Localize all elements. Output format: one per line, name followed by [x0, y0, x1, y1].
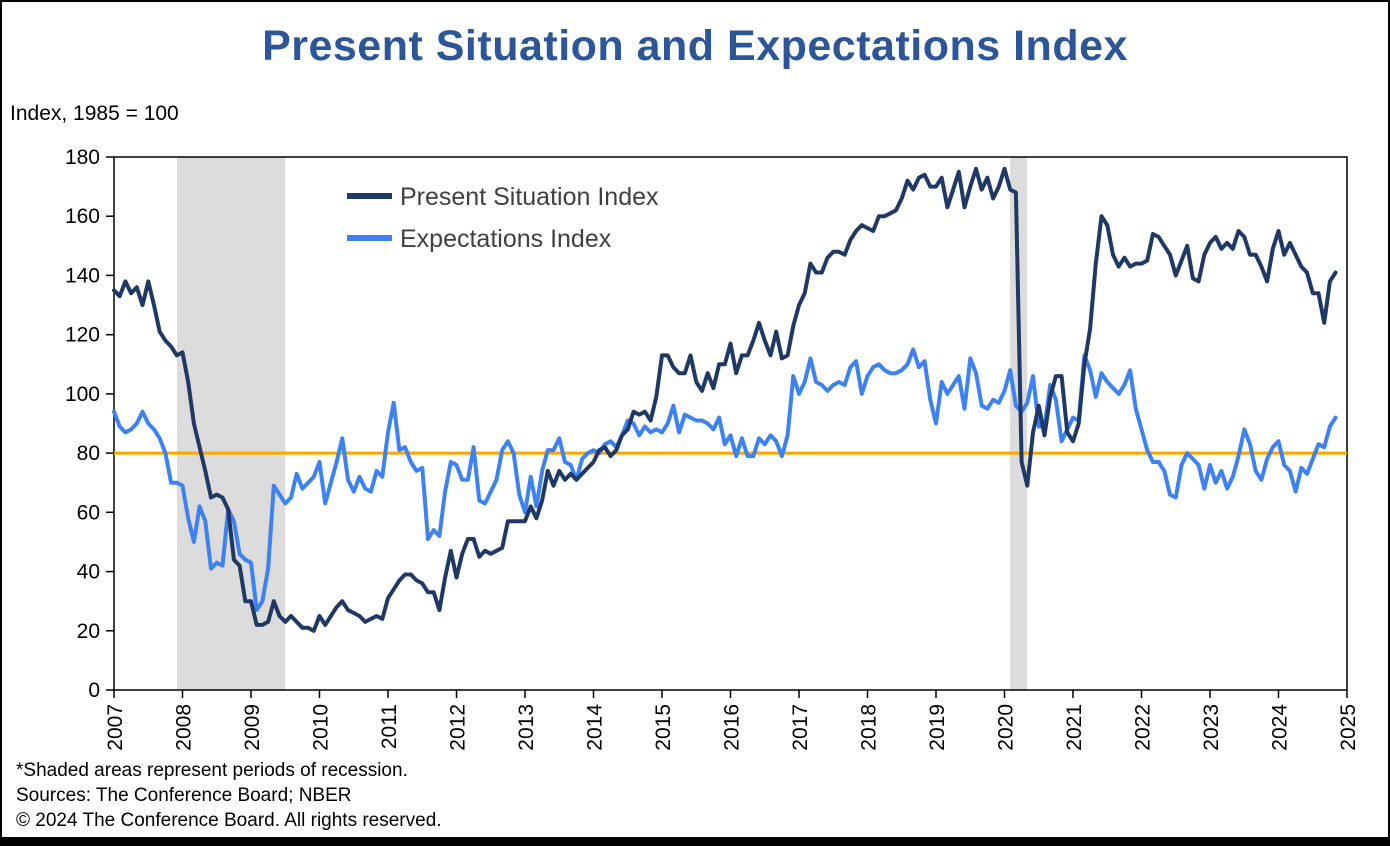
x-axis-tick-label: 2013 [515, 704, 538, 751]
x-axis-tick-label: 2011 [378, 704, 401, 749]
chart-title: Present Situation and Expectations Index [262, 22, 1128, 70]
x-axis-tick-label: 2020 [995, 704, 1018, 751]
x-axis-tick-label: 2010 [310, 704, 333, 751]
y-axis-tick-label: 120 [65, 324, 100, 347]
x-axis-tick-label: 2009 [241, 704, 264, 751]
y-axis-tick-label: 20 [77, 620, 100, 643]
x-axis-tick-label: 2017 [789, 704, 812, 751]
recession-band [1010, 157, 1028, 690]
y-axis-tick-label: 80 [77, 442, 100, 465]
x-axis-tick-label: 2014 [584, 704, 607, 751]
y-axis-tick-label: 180 [65, 146, 100, 169]
series-line-present-situation [112, 166, 1338, 633]
x-axis-tick-label: 2007 [104, 704, 127, 751]
series-line-expectations [112, 347, 1338, 613]
x-axis-tick-label: 2025 [1337, 704, 1360, 751]
y-axis-tick-label: 40 [77, 561, 100, 584]
axis-units-note: Index, 1985 = 100 [10, 102, 179, 125]
y-axis-tick-label: 160 [65, 205, 100, 228]
y-axis-tick-label: 60 [77, 501, 100, 524]
x-axis-tick-label: 2022 [1132, 704, 1155, 751]
x-axis-tick-label: 2012 [447, 704, 470, 751]
confidence-line-chart: 0 20 40 60 80 100 120 140 160 180 2007 2008 2009 2010… [65, 146, 1360, 751]
plot-layer: 0 20 40 60 80 100 120 140 160 180 2007 2008 2009 2010… [65, 146, 1360, 751]
footnote-sources: Sources: The Conference Board; NBER [16, 785, 352, 806]
y-axis-tick-label: 0 [88, 679, 100, 702]
y-axis-tick-label: 140 [65, 264, 100, 287]
x-axis-tick-label: 2015 [652, 704, 675, 751]
footnote-recession: *Shaded areas represent periods of reces… [16, 760, 408, 781]
legend: Present Situation Index Expectations Ind… [347, 183, 659, 253]
x-axis-tick-label: 2023 [1200, 704, 1223, 751]
x-axis-tick-label: 2008 [173, 704, 196, 751]
legend-label-present-situation: Present Situation Index [400, 183, 659, 211]
plot-border [113, 156, 1348, 691]
x-axis-tick-label: 2018 [858, 704, 881, 751]
x-axis-tick-label: 2024 [1269, 704, 1292, 751]
x-axis-tick-label: 2021 [1063, 704, 1086, 751]
legend-label-expectations: Expectations Index [400, 225, 612, 253]
bottom-border-bar [2, 837, 1388, 844]
footnotes: *Shaded areas represent periods of reces… [16, 758, 442, 833]
x-axis-tick-label: 2019 [926, 704, 949, 751]
y-axis-tick-label: 100 [65, 383, 100, 406]
footnote-copyright: © 2024 The Conference Board. All rights … [16, 810, 442, 831]
x-axis-tick-label: 2016 [721, 704, 744, 751]
